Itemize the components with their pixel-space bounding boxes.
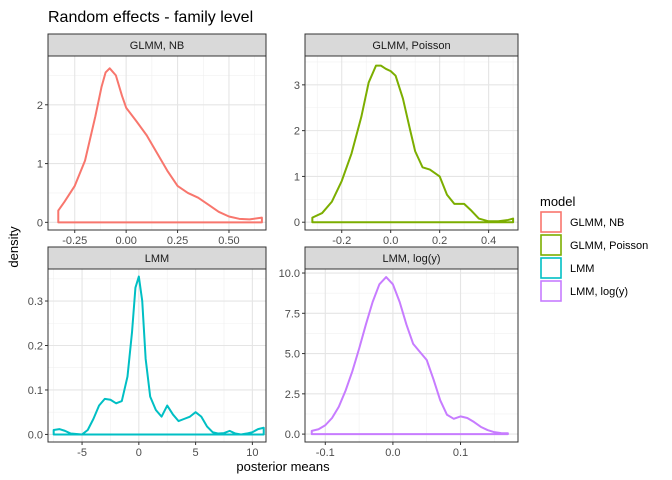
x-tick-label: -0.1: [316, 447, 335, 459]
facet-panel-2: GLMM, Poisson -0.2 0.0 0.2 0.4 0 1 2 3: [294, 33, 519, 247]
facet-strip-label: LMM, log(y): [382, 253, 440, 265]
facet-panel-3: LMM -5 0 5 10 0.0 0.1 0.2 0.3: [28, 246, 267, 459]
panel-background: [305, 56, 518, 230]
legend-label: LMM, log(y): [570, 286, 628, 298]
y-tick-label: 7.5: [285, 308, 300, 320]
x-tick-label: 0.1: [453, 447, 468, 459]
x-tick-label: -0.25: [62, 235, 87, 247]
y-tick-label: 2: [37, 100, 43, 112]
y-tick-label: 5.0: [285, 349, 300, 361]
density-line-3: [52, 275, 265, 436]
x-axis-label: posterior means: [236, 459, 330, 474]
x-tick-label: 0.0: [383, 235, 398, 247]
density-line-2: [311, 64, 515, 224]
legend-key: [540, 280, 562, 302]
x-tick-label: 5: [193, 447, 199, 459]
x-tick-label: 0.0: [385, 447, 400, 459]
x-tick-label: 10: [246, 447, 258, 459]
panel-border: [304, 268, 519, 443]
y-tick-label: 0: [294, 217, 300, 229]
y-tick-label: 2: [294, 126, 300, 138]
y-tick-label: 1: [294, 171, 300, 183]
legend-key: [540, 211, 562, 233]
y-axis-label: density: [6, 226, 21, 268]
density-line-1: [57, 67, 263, 224]
legend-title: model: [540, 194, 576, 209]
y-tick-label: 0.2: [28, 340, 43, 352]
y-tick-label: 0.0: [285, 429, 300, 441]
panel-background: [48, 56, 266, 230]
legend-label: GLMM, Poisson: [570, 240, 648, 252]
x-tick-label: 0.25: [167, 235, 188, 247]
y-tick-label: 1: [37, 159, 43, 171]
facet-panel-1: GLMM, NB -0.25 0.00 0.25 0.50 0 1 2: [37, 33, 267, 247]
y-tick-label: 0.0: [28, 429, 43, 441]
panel-background: [305, 269, 518, 442]
x-tick-label: 0.2: [432, 235, 447, 247]
density-line-4: [310, 276, 509, 436]
y-tick-label: 0.1: [28, 385, 43, 397]
legend-label: GLMM, NB: [570, 217, 624, 229]
y-tick-label: 3: [294, 80, 300, 92]
x-tick-label: -0.2: [332, 235, 351, 247]
x-tick-label: 0: [136, 447, 142, 459]
legend-key: [540, 257, 562, 279]
x-tick-label: -5: [77, 447, 87, 459]
chart-title: Random effects - family level: [48, 9, 253, 26]
panel-border: [47, 268, 267, 443]
legend: model GLMM, NB GLMM, Poisson LMM LMM, log(y): [540, 194, 648, 302]
panel-background: [48, 269, 266, 442]
y-tick-label: 2.5: [285, 389, 300, 401]
panel-border: [47, 55, 267, 231]
x-tick-label: 0.00: [115, 235, 136, 247]
facet-strip-label: LMM: [145, 253, 169, 265]
facet-strip-label: GLMM, Poisson: [372, 40, 450, 52]
y-tick-label: 0.3: [28, 296, 43, 308]
facet-strip-label: GLMM, NB: [130, 40, 184, 52]
x-tick-label: 0.50: [218, 235, 239, 247]
facet-panel-4: LMM, log(y) -0.1 0.0 0.1 0.0 2.5 5.0 7.5 10.0: [279, 246, 519, 459]
y-tick-label: 10.0: [279, 268, 300, 280]
legend-key: [540, 234, 562, 256]
panel-border: [304, 55, 519, 231]
x-tick-label: 0.4: [481, 235, 496, 247]
legend-label: LMM: [570, 263, 594, 275]
y-tick-label: 0: [37, 217, 43, 229]
